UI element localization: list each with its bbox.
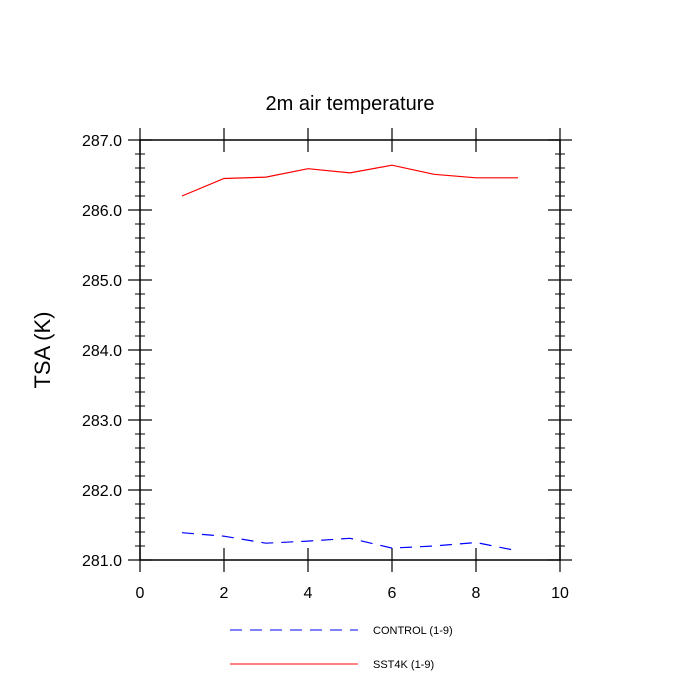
x-tick-label: 10	[551, 585, 569, 602]
y-tick-label: 286.0	[82, 203, 122, 220]
x-tick-label: 2	[220, 585, 229, 602]
y-tick-label: 284.0	[82, 343, 122, 360]
plot-frame	[139, 139, 561, 561]
y-tick-label: 281.0	[82, 553, 122, 570]
series-line-sst4k	[181, 164, 518, 197]
minor-ticks	[135, 139, 565, 561]
major-ticks	[128, 128, 572, 572]
x-tick-label: 0	[136, 585, 145, 602]
y-tick-label: 285.0	[82, 273, 122, 290]
x-tick-label: 4	[304, 585, 313, 602]
y-tick-label: 282.0	[82, 483, 122, 500]
tick-labels: 0 2 4 6 8 10 281.0 282.0 283.0 284.0 285.0 286.0 287…	[82, 133, 569, 602]
legend-label: CONTROL (1-9)	[373, 625, 453, 637]
y-axis-label: TSA (K)	[30, 311, 55, 388]
chart-title: 2m air temperature	[266, 93, 435, 115]
x-tick-label: 6	[388, 585, 397, 602]
series-lines	[181, 164, 519, 552]
legend: CONTROL (1-9) SST4K (1-9)	[230, 625, 453, 671]
x-tick-label: 8	[472, 585, 481, 602]
series-line-control	[181, 532, 519, 552]
y-tick-label: 283.0	[82, 413, 122, 430]
y-tick-label: 287.0	[82, 133, 122, 150]
legend-label: SST4K (1-9)	[373, 659, 434, 671]
